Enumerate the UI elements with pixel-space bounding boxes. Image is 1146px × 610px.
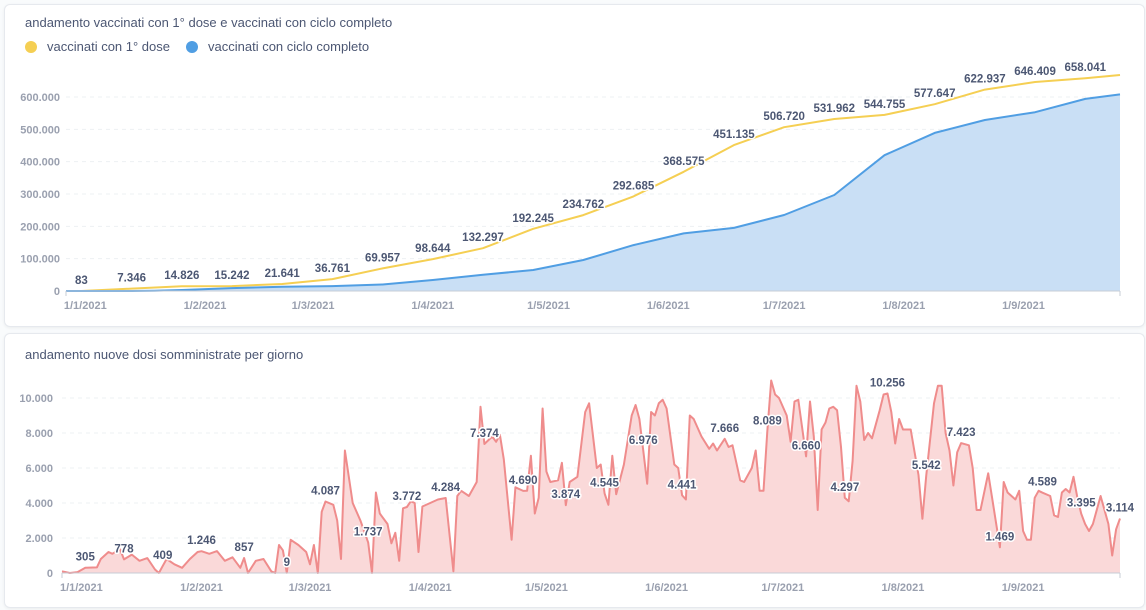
legend-label: vaccinati con 1° dose: [47, 39, 170, 54]
cumulative-vaccinated-card: andamento vaccinati con 1° dose e vaccin…: [4, 4, 1145, 327]
legend-dot-icon: [25, 40, 37, 53]
legend-dot-icon: [186, 40, 198, 53]
legend: vaccinati con 1° dose vaccinati con cicl…: [25, 39, 385, 54]
daily-doses-card: andamento nuove dosi somministrate per g…: [4, 333, 1145, 608]
chart-title: andamento vaccinati con 1° dose e vaccin…: [25, 15, 393, 30]
legend-item-complete-cycle[interactable]: vaccinati con ciclo completo: [186, 39, 369, 54]
legend-label: vaccinati con ciclo completo: [208, 39, 370, 54]
legend-item-first-dose[interactable]: vaccinati con 1° dose: [25, 39, 170, 54]
chart-title: andamento nuove dosi somministrate per g…: [25, 347, 304, 362]
